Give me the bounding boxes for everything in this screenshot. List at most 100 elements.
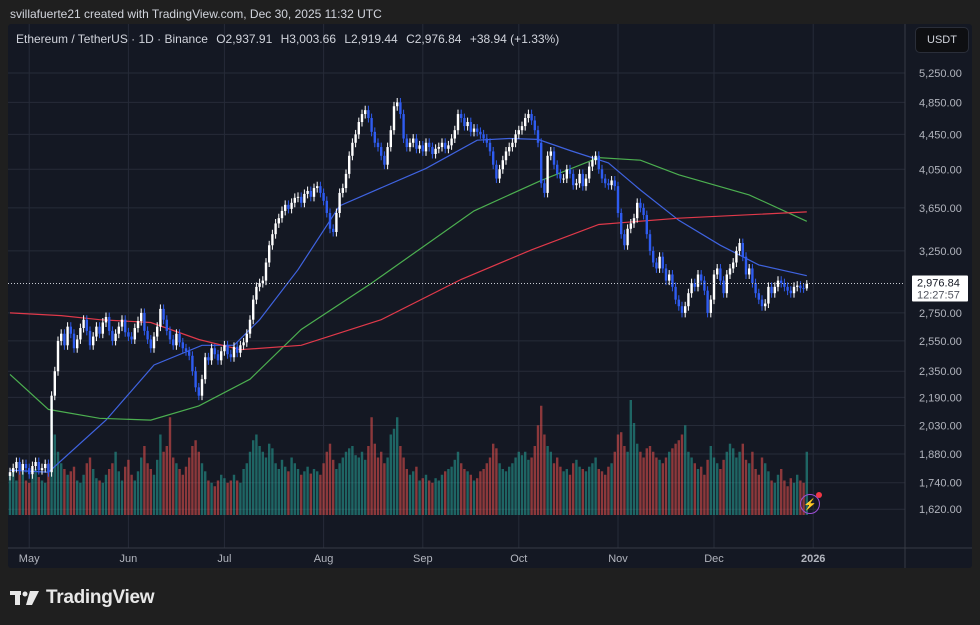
candle-body — [216, 354, 220, 361]
volume-bar — [258, 446, 261, 515]
candle-body — [82, 319, 85, 329]
candle-body — [616, 186, 620, 213]
volume-bar — [40, 480, 44, 515]
candle-body — [741, 243, 744, 257]
candle-body — [197, 387, 200, 396]
candle-body — [296, 196, 300, 198]
candle-body — [415, 138, 418, 149]
volume-bar — [447, 469, 450, 515]
candle-body — [376, 142, 380, 148]
volume-bar — [255, 434, 258, 515]
volume-bar — [767, 471, 770, 515]
candle-body — [408, 142, 412, 148]
candle-body — [229, 354, 232, 358]
candle-body — [476, 128, 479, 132]
volume-bar — [72, 466, 76, 515]
volume-bar — [642, 457, 645, 515]
volume-bar — [204, 471, 207, 515]
candle-body — [85, 319, 88, 331]
volume-bar — [399, 446, 402, 515]
price-axis-label: 2,550.00 — [919, 336, 962, 348]
volume-bar — [53, 434, 56, 515]
candle-body — [684, 306, 687, 313]
lightning-bolt-icon[interactable]: ⚡ — [800, 492, 822, 514]
candle-body — [111, 330, 114, 341]
candle-body — [242, 342, 245, 346]
candle-body — [760, 299, 764, 307]
candle-body — [300, 196, 303, 203]
candle-body — [472, 128, 476, 132]
candle-body — [610, 180, 613, 186]
candle-body — [703, 280, 706, 291]
volume-bar — [146, 463, 149, 515]
candle-body — [668, 274, 671, 281]
candle-body — [517, 130, 520, 135]
candle-body — [444, 142, 447, 149]
candle-body — [351, 142, 354, 156]
volume-bar — [290, 457, 293, 515]
symbol-name[interactable]: Ethereum / TetherUS · 1D · Binance — [16, 32, 208, 46]
tradingview-logo: TradingView — [10, 587, 155, 609]
volume-bar — [751, 451, 754, 515]
candle-body — [540, 142, 543, 184]
candle-body — [255, 286, 258, 300]
candle-body — [424, 142, 428, 152]
candle-body — [303, 193, 306, 203]
volume-bar — [328, 443, 332, 515]
candle-body — [338, 192, 341, 213]
candle-body — [402, 114, 405, 139]
brand-name: TradingView — [46, 587, 155, 608]
candle-body — [434, 148, 437, 155]
volume-bar — [559, 466, 562, 515]
time-axis-label: Sep — [413, 553, 433, 565]
volume-bar — [760, 457, 764, 515]
volume-bar — [229, 480, 232, 515]
candle-body — [69, 326, 72, 334]
volume-bar — [207, 480, 210, 515]
volume-bar — [482, 469, 485, 515]
candle-body — [325, 200, 328, 213]
volume-bar — [562, 471, 565, 515]
candle-body — [15, 461, 18, 469]
candle-body — [130, 336, 133, 340]
volume-bar — [405, 469, 408, 515]
candle-body — [63, 333, 66, 346]
candle-body — [661, 256, 664, 269]
volume-bar — [101, 482, 104, 515]
candle-body — [716, 268, 719, 275]
volume-bar — [252, 440, 255, 515]
volume-bar — [309, 473, 312, 515]
candle-body — [172, 339, 175, 346]
price-axis-label: 4,850.00 — [919, 97, 962, 109]
candle-body — [232, 346, 236, 358]
volume-bar — [79, 482, 82, 515]
volume-bar — [498, 463, 501, 515]
time-axis-label: Oct — [510, 553, 527, 565]
volume-bar — [460, 463, 463, 515]
price-axis-label: 2,190.00 — [919, 392, 962, 404]
volume-bar — [277, 469, 280, 515]
candle-body — [162, 308, 165, 320]
volume-bar — [639, 451, 642, 515]
candle-body — [450, 138, 453, 146]
volume-bar — [530, 457, 533, 515]
volume-bar — [744, 459, 748, 515]
candle-body — [565, 169, 568, 179]
volume-bar — [469, 474, 472, 515]
volume-bar — [578, 466, 581, 515]
price-axis-label: 2,350.00 — [919, 366, 962, 378]
volume-bar — [568, 474, 572, 515]
currency-button[interactable]: USDT — [915, 27, 969, 53]
volume-bar — [15, 480, 18, 515]
volume-bar — [773, 482, 776, 515]
volume-bar — [172, 457, 175, 515]
price-axis-label: 1,620.00 — [919, 504, 962, 516]
candle-body — [332, 228, 335, 233]
candle-body — [632, 218, 636, 224]
time-axis-label: Dec — [704, 553, 724, 565]
volume-bar — [412, 471, 415, 515]
volume-bar — [703, 474, 706, 515]
candle-body — [143, 312, 146, 331]
volume-bar — [191, 446, 194, 515]
